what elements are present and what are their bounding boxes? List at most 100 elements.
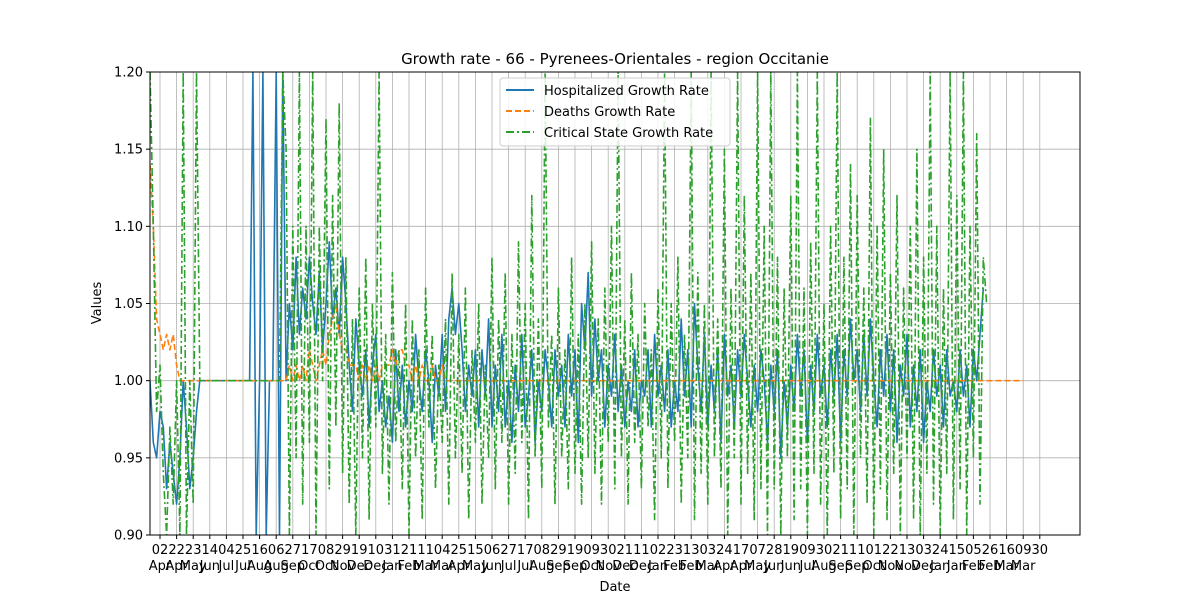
- x-tick-label-day: 13: [683, 543, 700, 558]
- x-tick-label-month: Jun: [199, 559, 220, 574]
- x-tick-label-month: Jun: [780, 559, 801, 574]
- x-tick-label-day: 28: [766, 543, 783, 558]
- x-tick-label-day: 21: [832, 543, 849, 558]
- x-tick-label-month: Dec: [347, 559, 372, 574]
- x-tick-label-day: 30: [816, 543, 833, 558]
- x-tick-label-day: 09: [583, 543, 600, 558]
- x-tick-label-day: 11: [849, 543, 866, 558]
- x-tick-label-day: 31: [384, 543, 401, 558]
- x-tick-label-day: 16: [251, 543, 268, 558]
- y-tick-label: 0.95: [114, 451, 143, 466]
- x-tick-label-day: 13: [899, 543, 916, 558]
- x-tick-label-day: 10: [368, 543, 385, 558]
- x-tick-label-day: 17: [733, 543, 750, 558]
- x-tick-label-month: Sep: [828, 559, 853, 574]
- x-tick-label-day: 02: [152, 543, 169, 558]
- y-tick-label: 1.05: [114, 297, 143, 312]
- x-tick-label-month: Sep: [281, 559, 306, 574]
- legend-label: Critical State Growth Rate: [544, 126, 713, 141]
- x-tick-label-day: 26: [982, 543, 999, 558]
- y-tick-label: 1.15: [114, 143, 143, 158]
- x-tick-label-month: Mar: [994, 559, 1019, 574]
- x-tick-label-month: Dec: [363, 559, 388, 574]
- x-tick-label-month: Sep: [845, 559, 870, 574]
- x-tick-label-day: 06: [484, 543, 501, 558]
- x-tick-label-day: 27: [500, 543, 517, 558]
- x-tick-label-month: Feb: [663, 559, 686, 574]
- x-tick-label-month: Sep: [546, 559, 571, 574]
- x-tick-label-month: Jul: [516, 559, 533, 574]
- x-tick-label-month: Apr: [149, 559, 172, 574]
- x-tick-label-month: Jan: [381, 559, 402, 574]
- x-tick-label-day: 16: [998, 543, 1015, 558]
- x-tick-label-day: 25: [235, 543, 252, 558]
- x-tick-label-day: 21: [401, 543, 418, 558]
- x-tick-label-day: 11: [633, 543, 650, 558]
- x-tick-label-day: 08: [318, 543, 335, 558]
- x-tick-label-month: Nov: [596, 559, 622, 574]
- x-tick-label-month: Aug: [264, 559, 289, 574]
- x-tick-label-month: Dec: [911, 559, 936, 574]
- legend: Hospitalized Growth Rate Deaths Growth Ra…: [499, 77, 731, 147]
- x-tick-label-month: Aug: [529, 559, 554, 574]
- x-tick-label-month: Mar: [430, 559, 455, 574]
- x-tick-label-month: Jul: [218, 559, 235, 574]
- x-tick-label-month: Jul: [799, 559, 816, 574]
- x-tick-label-day: 05: [965, 543, 982, 558]
- x-tick-label-day: 29: [334, 543, 351, 558]
- x-tick-label-day: 17: [517, 543, 534, 558]
- x-tick-label-month: Jul: [234, 559, 251, 574]
- x-axis: 02Apr22Apr23May14Jun04Jul25Jul16Aug06Aug…: [149, 535, 1048, 574]
- x-tick-label-month: May: [462, 559, 489, 574]
- x-tick-label-month: Oct: [580, 559, 602, 574]
- x-tick-label-month: Nov: [894, 559, 920, 574]
- series-line-deaths-growth-rate: [150, 164, 1024, 382]
- x-tick-label-month: Dec: [612, 559, 637, 574]
- x-tick-label-month: Mar: [413, 559, 438, 574]
- x-tick-label-day: 25: [451, 543, 468, 558]
- legend-label: Hospitalized Growth Rate: [544, 84, 709, 99]
- x-tick-label-month: Feb: [680, 559, 703, 574]
- x-tick-label-day: 06: [268, 543, 285, 558]
- x-tick-label-month: Apr: [165, 559, 188, 574]
- x-tick-label-month: Jan: [946, 559, 967, 574]
- x-tick-label-day: 23: [185, 543, 202, 558]
- x-tick-label-day: 30: [1032, 543, 1049, 558]
- x-tick-label-day: 15: [467, 543, 484, 558]
- x-tick-label-month: May: [744, 559, 771, 574]
- x-tick-label-month: Jan: [647, 559, 668, 574]
- x-tick-label-day: 09: [799, 543, 816, 558]
- x-tick-label-day: 11: [417, 543, 434, 558]
- x-tick-label-day: 04: [434, 543, 451, 558]
- y-tick-label: 1.10: [114, 220, 143, 235]
- x-tick-label-day: 23: [666, 543, 683, 558]
- x-tick-label-day: 17: [301, 543, 318, 558]
- x-tick-label-month: Nov: [330, 559, 356, 574]
- x-tick-label-month: Oct: [315, 559, 337, 574]
- x-tick-label-day: 30: [600, 543, 617, 558]
- legend-box: [499, 77, 731, 147]
- x-tick-label-day: 29: [550, 543, 567, 558]
- x-tick-label-day: 24: [932, 543, 949, 558]
- x-tick-label-month: Mar: [1011, 559, 1036, 574]
- x-tick-label-day: 02: [650, 543, 667, 558]
- chart-title: Growth rate - 66 - Pyrenees-Orientales -…: [401, 50, 829, 68]
- series-line-critical-state-growth-rate: [150, 72, 988, 535]
- x-tick-label-month: Oct: [863, 559, 885, 574]
- legend-label: Deaths Growth Rate: [544, 105, 675, 120]
- x-tick-label-month: Jun: [763, 559, 784, 574]
- x-tick-label-month: Nov: [878, 559, 904, 574]
- x-tick-label-month: Sep: [563, 559, 588, 574]
- grid-layer: [150, 71, 1080, 536]
- x-tick-label-month: Jan: [929, 559, 950, 574]
- x-tick-label-month: Aug: [247, 559, 272, 574]
- x-tick-label-day: 08: [534, 543, 551, 558]
- x-tick-label-day: 21: [617, 543, 634, 558]
- x-tick-label-day: 14: [202, 543, 219, 558]
- x-tick-label-month: Feb: [397, 559, 420, 574]
- x-tick-label-month: May: [180, 559, 207, 574]
- y-tick-label: 0.90: [114, 529, 143, 544]
- x-tick-label-day: 19: [567, 543, 584, 558]
- x-tick-label-day: 04: [218, 543, 235, 558]
